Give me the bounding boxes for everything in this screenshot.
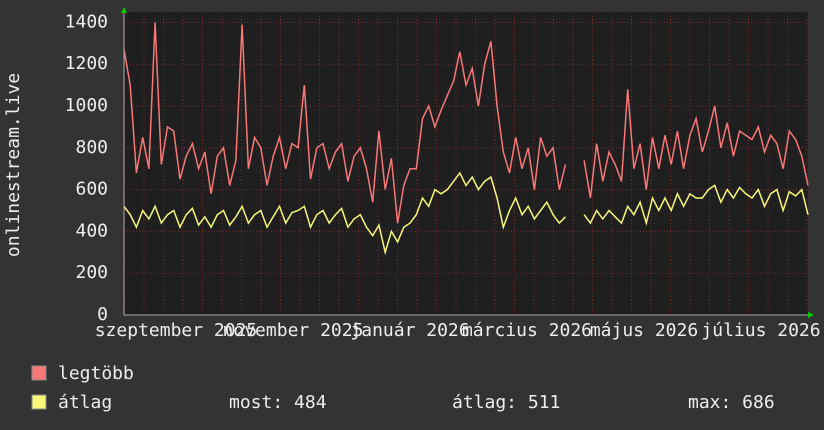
x-tick-label: szeptember 2025 bbox=[95, 320, 258, 341]
y-tick-label: 1000 bbox=[65, 95, 108, 116]
y-axis-label: onlinestream.live bbox=[3, 73, 24, 257]
x-tick-label: március 2026 bbox=[462, 320, 592, 341]
vertical-grid bbox=[124, 12, 808, 315]
stat: most: 484 bbox=[229, 392, 327, 413]
legend-swatch bbox=[31, 365, 47, 381]
y-tick-label: 200 bbox=[75, 262, 108, 283]
y-tick-label: 1400 bbox=[65, 11, 108, 32]
x-tick-label: május 2026 bbox=[590, 320, 698, 341]
y-tick-label: 400 bbox=[75, 220, 108, 241]
x-tick-label: július 2026 bbox=[701, 320, 820, 341]
y-tick-label: 600 bbox=[75, 179, 108, 200]
series-line bbox=[123, 22, 809, 224]
y-tick-label: 800 bbox=[75, 137, 108, 158]
x-tick-label: január 2026 bbox=[350, 320, 469, 341]
legend-swatch bbox=[31, 394, 47, 410]
y-tick-label: 1200 bbox=[65, 53, 108, 74]
legend-label: legtöbb bbox=[58, 363, 134, 384]
y-arrow bbox=[121, 7, 127, 13]
x-arrow bbox=[808, 312, 814, 318]
stat: átlag: 511 bbox=[452, 392, 560, 413]
x-tick-label: november 2025 bbox=[223, 320, 364, 341]
series-line bbox=[123, 171, 809, 256]
legend-label: átlag bbox=[58, 392, 112, 413]
stat: max: 686 bbox=[688, 392, 775, 413]
y-tick-label: 0 bbox=[97, 304, 108, 325]
